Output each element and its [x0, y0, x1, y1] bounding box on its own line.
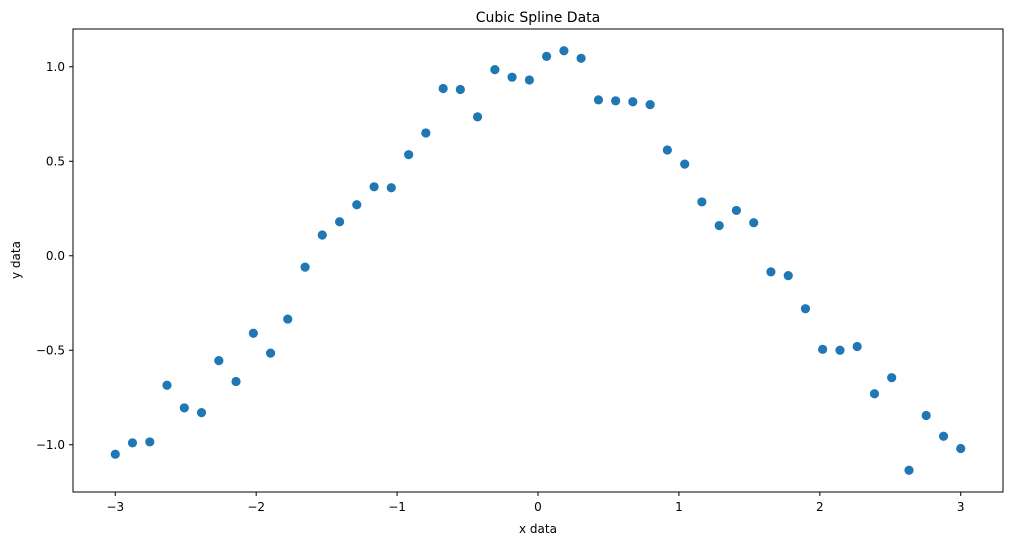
data-point: [887, 373, 897, 383]
data-point: [593, 95, 604, 105]
data-point: [335, 217, 345, 227]
data-points: [110, 46, 966, 475]
data-point: [852, 341, 862, 352]
data-point: [196, 408, 207, 418]
data-point: [438, 83, 448, 94]
data-point: [283, 314, 293, 324]
data-point: [369, 182, 379, 192]
data-point: [404, 150, 414, 160]
data-point: [352, 200, 362, 210]
x-tick-label: 0: [534, 500, 542, 514]
data-point: [938, 431, 949, 441]
data-point: [697, 197, 707, 207]
y-tick-label: 0.0: [46, 249, 65, 263]
data-point: [559, 46, 569, 56]
y-axis-label: y data: [9, 241, 23, 279]
y-tick-label: 0.5: [46, 154, 65, 168]
y-tick-label: 1.0: [46, 60, 65, 74]
x-tick-label: 3: [957, 500, 965, 514]
y-tick-label: −1.0: [36, 438, 65, 452]
data-point: [472, 112, 483, 122]
data-point: [300, 262, 310, 272]
plot-area-frame: [72, 28, 1004, 493]
data-point: [835, 345, 845, 355]
y-axis-ticks: −1.0 −0.5 0.0 0.5 1.0: [36, 60, 73, 452]
x-tick-label: −1: [388, 500, 406, 514]
data-point: [731, 205, 742, 216]
chart-title: Cubic Spline Data: [476, 10, 601, 26]
data-point: [179, 403, 189, 413]
data-point: [904, 465, 914, 475]
data-point: [921, 410, 931, 421]
data-point: [127, 438, 138, 448]
data-point: [542, 51, 552, 62]
data-point: [800, 304, 811, 314]
data-point: [317, 230, 327, 240]
data-point: [490, 65, 500, 75]
data-point: [766, 267, 776, 277]
x-tick-label: −3: [106, 500, 124, 514]
data-point: [162, 380, 172, 390]
x-axis-ticks: −3 −2 −1 0 1 2 3: [106, 492, 965, 514]
data-point: [662, 145, 672, 155]
data-point: [386, 183, 396, 193]
data-point: [680, 159, 690, 169]
data-point: [576, 53, 586, 63]
data-point: [248, 328, 258, 338]
data-point: [869, 389, 880, 399]
data-point: [628, 97, 638, 107]
data-point: [645, 99, 655, 110]
data-point: [714, 220, 724, 231]
data-point: [214, 356, 224, 366]
data-point: [455, 84, 465, 95]
data-point: [524, 75, 535, 85]
data-point: [145, 437, 155, 447]
data-point: [421, 128, 431, 138]
x-tick-label: 1: [675, 500, 683, 514]
data-point: [783, 271, 793, 281]
data-point: [265, 348, 276, 358]
x-tick-label: −2: [247, 500, 265, 514]
data-point: [231, 376, 241, 387]
data-point: [507, 72, 517, 82]
data-point: [956, 443, 966, 454]
x-axis-label: x data: [519, 522, 557, 536]
y-tick-label: −0.5: [36, 343, 65, 357]
data-point: [749, 218, 759, 228]
data-point: [818, 344, 828, 354]
data-point: [611, 96, 621, 106]
x-tick-label: 2: [816, 500, 824, 514]
data-point: [110, 449, 120, 459]
